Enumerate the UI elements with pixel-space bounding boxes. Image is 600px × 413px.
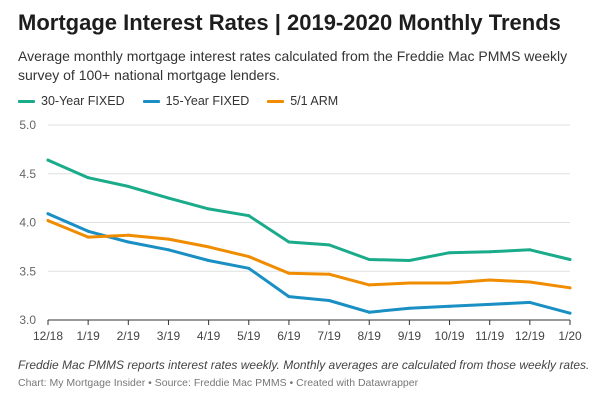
legend-item-arm: 5/1 ARM xyxy=(267,94,338,108)
data-point xyxy=(407,259,411,263)
data-point xyxy=(287,295,291,299)
legend-label-30-year: 30-Year FIXED xyxy=(41,94,125,108)
data-point xyxy=(528,248,532,252)
data-point xyxy=(367,258,371,262)
data-point xyxy=(126,233,130,237)
line-chart: 5.0 4.5 4.0 3.5 3.0 12/18 1/19 2/19 3/19 4/19 5/19… xyxy=(19,118,582,343)
data-point xyxy=(46,212,50,216)
data-point xyxy=(46,158,50,162)
data-point xyxy=(367,283,371,287)
legend-label-arm: 5/1 ARM xyxy=(290,94,339,108)
x-tick-label: 12/19 xyxy=(515,329,545,343)
data-point xyxy=(86,229,90,233)
data-point xyxy=(327,272,331,276)
data-point xyxy=(86,235,90,239)
data-point xyxy=(126,184,130,188)
x-tick-label: 7/19 xyxy=(317,329,341,343)
data-point xyxy=(247,255,251,259)
data-point xyxy=(568,286,572,290)
data-point xyxy=(46,219,50,223)
data-point xyxy=(247,266,251,270)
data-point xyxy=(287,271,291,275)
data-point xyxy=(287,240,291,244)
data-point xyxy=(367,310,371,314)
series-line-5-1-arm xyxy=(46,219,572,290)
legend-swatch-arm xyxy=(267,99,285,103)
data-point xyxy=(488,278,492,282)
x-tick-label: 9/19 xyxy=(398,329,422,343)
x-tick-label: 4/19 xyxy=(197,329,221,343)
data-point xyxy=(448,304,452,308)
x-tick-label: 11/19 xyxy=(475,329,504,343)
source-credit: Chart: My Mortgage Insider • Source: Fre… xyxy=(18,377,419,389)
y-tick-label: 3.5 xyxy=(19,264,36,278)
y-tick-label: 4.5 xyxy=(19,167,36,181)
legend-item-15-year: 15-Year FIXED xyxy=(142,94,250,108)
x-tick-label: 12/18 xyxy=(33,329,63,343)
data-point xyxy=(327,243,331,247)
x-tick-label: 10/19 xyxy=(435,329,465,343)
data-point xyxy=(448,251,452,255)
series-line-30-year-fixed xyxy=(46,158,572,262)
y-tick-label: 3.0 xyxy=(19,313,36,327)
legend-swatch-15-year xyxy=(142,99,160,103)
x-tick-label: 8/19 xyxy=(358,329,382,343)
series-line-15-year-fixed xyxy=(46,212,572,315)
chart-subtitle: Average monthly mortgage interest rates … xyxy=(18,48,568,83)
data-point xyxy=(327,299,331,302)
x-tick-label: 5/19 xyxy=(237,329,261,343)
data-point xyxy=(407,306,411,310)
x-tick-label: 2/19 xyxy=(117,329,141,343)
data-point xyxy=(207,259,211,263)
data-point xyxy=(126,240,130,244)
legend-label-15-year: 15-Year FIXED xyxy=(165,94,250,108)
y-tick-label: 5.0 xyxy=(19,118,36,132)
x-tick-label: 6/19 xyxy=(277,329,301,343)
data-point xyxy=(207,207,211,211)
y-tick-label: 4.0 xyxy=(19,216,36,230)
data-point xyxy=(407,281,411,285)
data-point xyxy=(528,280,532,284)
x-tick-label: 1/20 xyxy=(558,329,582,343)
data-point xyxy=(568,258,572,262)
legend: 30-Year FIXED 15-Year FIXED 5/1 ARM xyxy=(18,94,338,108)
data-point xyxy=(166,237,170,241)
x-tick-label: 3/19 xyxy=(157,329,181,343)
data-point xyxy=(448,281,452,285)
chart-title: Mortgage Interest Rates | 2019-2020 Mont… xyxy=(18,10,561,35)
data-point xyxy=(528,300,532,304)
data-point xyxy=(247,214,251,218)
data-point xyxy=(568,311,572,315)
data-point xyxy=(86,176,90,180)
legend-swatch-30-year xyxy=(18,99,35,103)
data-point xyxy=(488,302,492,306)
x-tick-label: 1/19 xyxy=(76,329,100,343)
data-point xyxy=(166,248,170,252)
data-point xyxy=(166,196,170,200)
legend-item-30-year: 30-Year FIXED xyxy=(18,94,125,108)
footnote: Freddie Mac PMMS reports interest rates … xyxy=(18,358,590,372)
data-point xyxy=(207,245,211,249)
data-point xyxy=(488,250,492,254)
